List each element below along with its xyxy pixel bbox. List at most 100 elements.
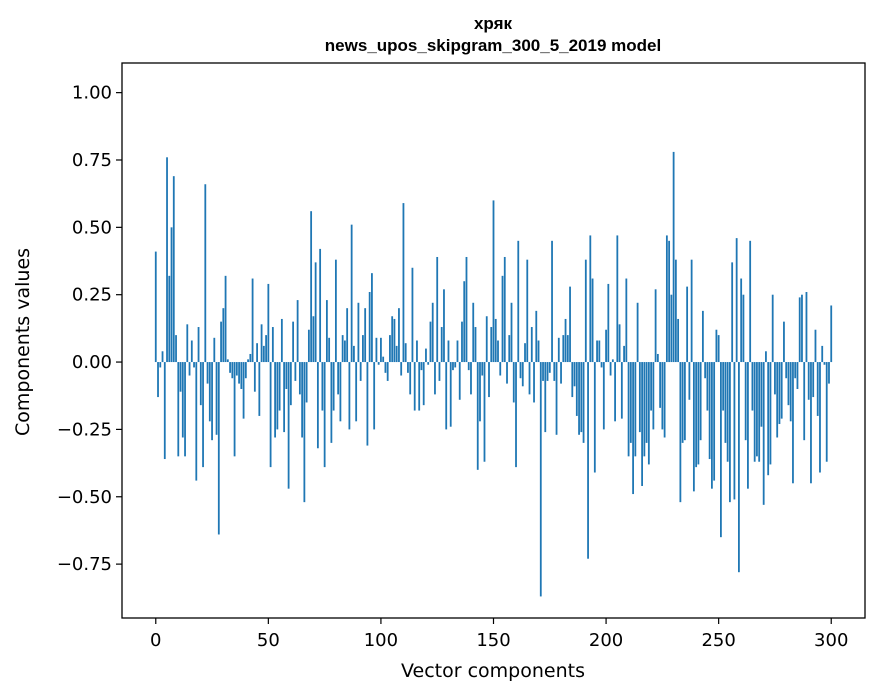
x-tick-label: 200 bbox=[589, 630, 623, 651]
bar bbox=[647, 362, 650, 465]
bar bbox=[596, 340, 598, 363]
bar bbox=[701, 310, 704, 363]
bar bbox=[681, 362, 684, 443]
bar bbox=[364, 308, 367, 363]
bar bbox=[395, 345, 398, 363]
bar bbox=[253, 362, 256, 392]
bar bbox=[409, 362, 412, 395]
bar bbox=[587, 362, 589, 559]
bar bbox=[353, 345, 355, 363]
bar bbox=[339, 362, 342, 422]
bar bbox=[614, 362, 616, 422]
bar bbox=[506, 362, 508, 384]
bar bbox=[483, 362, 486, 462]
bar bbox=[796, 362, 799, 389]
bar bbox=[262, 345, 265, 363]
bar bbox=[627, 362, 630, 457]
bar bbox=[801, 294, 803, 363]
bar bbox=[697, 362, 700, 465]
bar bbox=[708, 362, 711, 460]
bar bbox=[233, 362, 236, 457]
bar bbox=[652, 362, 655, 430]
bar bbox=[560, 362, 562, 384]
bar bbox=[774, 362, 776, 395]
bar bbox=[229, 362, 231, 373]
bar bbox=[600, 362, 603, 368]
bar bbox=[443, 289, 445, 363]
bar bbox=[508, 335, 511, 363]
x-tick-label: 0 bbox=[150, 630, 161, 651]
bar bbox=[519, 362, 522, 379]
bar bbox=[330, 362, 333, 443]
bar bbox=[490, 327, 493, 363]
bar bbox=[530, 327, 533, 363]
bar bbox=[154, 251, 157, 363]
bar bbox=[686, 286, 689, 363]
bar bbox=[449, 362, 452, 427]
bar bbox=[220, 321, 222, 363]
bar bbox=[564, 318, 567, 363]
bar bbox=[380, 337, 382, 363]
bar bbox=[760, 362, 763, 427]
bar bbox=[683, 362, 686, 441]
bar bbox=[515, 362, 517, 468]
bar bbox=[341, 335, 344, 363]
bar bbox=[670, 294, 673, 363]
bar bbox=[249, 353, 252, 363]
bar bbox=[717, 335, 720, 363]
bar bbox=[776, 362, 779, 438]
bar bbox=[472, 302, 475, 363]
bar bbox=[206, 362, 209, 384]
bar bbox=[391, 316, 394, 363]
bar bbox=[184, 362, 186, 457]
y-tick-label: −0.25 bbox=[57, 419, 112, 440]
bar bbox=[756, 362, 758, 457]
bar bbox=[217, 362, 220, 535]
bar bbox=[470, 362, 472, 395]
bar bbox=[384, 362, 387, 373]
bar bbox=[620, 362, 623, 419]
bar bbox=[429, 321, 432, 363]
bar bbox=[208, 362, 211, 422]
bar bbox=[591, 278, 594, 363]
bar bbox=[751, 362, 754, 411]
bar bbox=[251, 278, 254, 363]
y-tick-label: 1.00 bbox=[72, 83, 112, 104]
bar bbox=[602, 362, 605, 430]
bar bbox=[416, 340, 418, 363]
bar bbox=[767, 362, 770, 476]
bar bbox=[438, 362, 441, 381]
bar bbox=[170, 227, 173, 363]
bar bbox=[278, 362, 281, 411]
bar bbox=[582, 362, 585, 443]
bar bbox=[240, 362, 243, 389]
bar bbox=[733, 362, 736, 500]
bar bbox=[497, 340, 499, 363]
bar bbox=[749, 240, 752, 363]
bar bbox=[485, 316, 488, 363]
bar bbox=[661, 362, 664, 430]
bar bbox=[747, 362, 749, 489]
bar bbox=[638, 362, 641, 433]
bar bbox=[346, 308, 349, 363]
bar bbox=[265, 335, 267, 363]
bar bbox=[357, 302, 360, 363]
bar bbox=[704, 362, 707, 379]
bar bbox=[521, 362, 524, 387]
bar bbox=[224, 275, 227, 363]
bar bbox=[274, 362, 276, 438]
bar-series bbox=[154, 151, 833, 597]
bar bbox=[163, 362, 166, 460]
bar bbox=[494, 318, 497, 363]
bar bbox=[213, 337, 216, 363]
bar bbox=[371, 273, 373, 363]
bar bbox=[742, 294, 745, 363]
bar bbox=[607, 283, 610, 363]
bar bbox=[711, 362, 713, 489]
y-tick-label: 0.00 bbox=[72, 352, 112, 373]
bar bbox=[823, 362, 826, 365]
bar bbox=[172, 176, 175, 363]
bar bbox=[377, 362, 380, 365]
bar bbox=[157, 362, 159, 398]
bar bbox=[323, 362, 326, 468]
